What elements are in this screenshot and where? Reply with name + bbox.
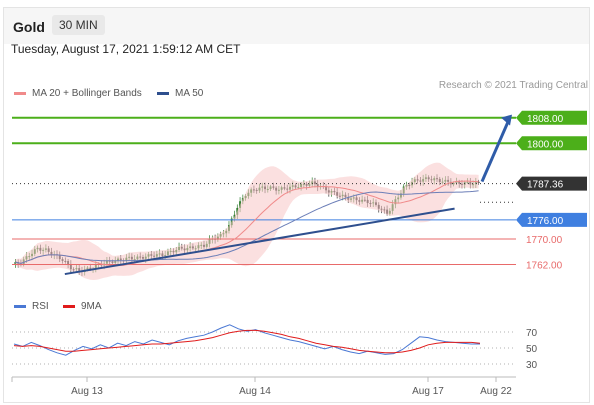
legend-ma20-swatch [14,92,26,95]
level-tag-1787.36 [516,176,587,191]
projection-arrow-head [501,114,512,126]
x-tick-label: Aug 17 [412,386,444,397]
legend-ma50-swatch [157,92,169,95]
level-tag-1808.00 [516,110,587,125]
legend-rsi: RSI [14,301,49,312]
rsi-tick-50: 50 [526,344,538,355]
legend-ma20: MA 20 + Bollinger Bands [14,88,142,99]
level-label-1800.00: 1800.00 [527,139,564,150]
x-tick-label: Aug 13 [71,386,103,397]
legend-9ma: 9MA [63,301,102,312]
trendline [64,207,455,276]
level-label-1770.00: 1770.00 [526,235,563,246]
legend-9ma-swatch [63,305,75,308]
candle-body [14,262,17,265]
legend-ma50-label: MA 50 [175,88,204,99]
chart-header: Gold 30 MIN [4,8,589,44]
level-tag-1800.00 [516,136,587,151]
instrument-title: Gold [13,19,45,35]
legend-9ma-label: 9MA [81,301,102,312]
chart-credit: Research © 2021 Trading Central [438,80,588,91]
legend-rsi-swatch [14,305,26,308]
legend-ma50: MA 50 [157,88,203,99]
rsi-series-9ma [13,329,481,354]
rsi-tick-30: 30 [526,360,538,371]
bollinger-band [15,162,479,280]
rsi-tick-70: 70 [526,328,538,339]
legend-ma20-label: MA 20 + Bollinger Bands [32,88,142,99]
level-label-1762.00: 1762.00 [526,260,563,271]
level-tag-1776.00 [516,212,587,227]
level-label-1776.00: 1776.00 [527,216,564,227]
rsi-series-rsi [13,324,480,356]
chart-panel: Gold 30 MIN [3,7,590,403]
ma20-line [15,180,479,267]
timeframe-badge[interactable]: 30 MIN [52,15,105,35]
projection-arrow-shaft [480,118,511,183]
legend-rsi-label: RSI [32,301,49,312]
chart-datetime: Tuesday, August 17, 2021 1:59:12 AM CET [11,42,241,56]
candle-body [477,181,480,183]
x-tick-label: Aug 14 [239,386,271,397]
level-label-1808.00: 1808.00 [527,114,564,125]
level-label-1787.36: 1787.36 [527,180,564,191]
x-tick-label: Aug 22 [480,386,512,397]
